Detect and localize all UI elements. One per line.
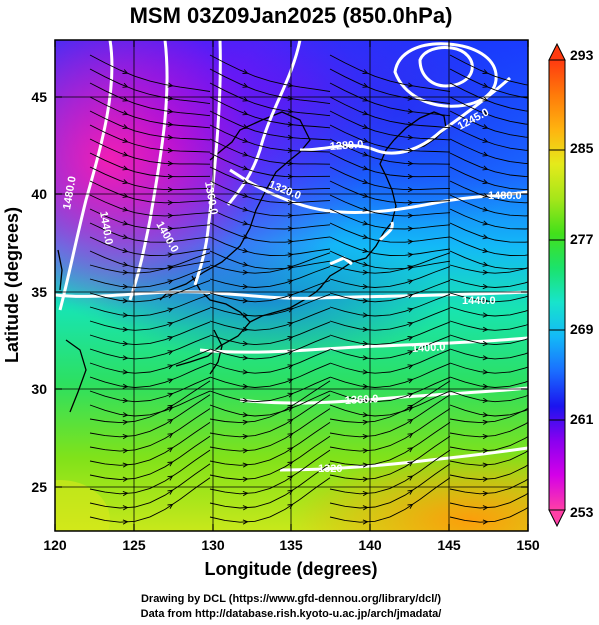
y-tick-label: 25 — [31, 479, 47, 495]
colorbar-tick-label: 293 — [570, 47, 594, 63]
x-tick-label: 120 — [43, 537, 67, 553]
contour-label: 1360.0 — [345, 393, 379, 407]
contour-label: 1320 — [318, 463, 342, 475]
height-contours — [55, 40, 528, 472]
credit-line-2: Data from http://database.rish.kyoto-u.a… — [141, 608, 442, 620]
grid-lines — [55, 40, 528, 531]
x-tick-label: 130 — [201, 537, 225, 553]
colorbar-max-triangle — [548, 42, 566, 61]
contour-label: 1280.0 — [329, 139, 363, 153]
colorbar-scale — [548, 59, 566, 511]
colorbar: 293 285 277 269 261 253 — [548, 42, 594, 528]
x-tick-label: 145 — [437, 537, 461, 553]
y-tick-label: 35 — [31, 284, 47, 300]
y-axis-label: Latitude (degrees) — [2, 207, 22, 363]
credit-line-1: Drawing by DCL (https://www.gfd-dennou.o… — [141, 593, 441, 605]
x-tick-label: 135 — [279, 537, 303, 553]
contour-label: 1440.0 — [97, 210, 115, 245]
y-tick-label: 30 — [31, 381, 47, 397]
y-tick-label: 40 — [31, 186, 47, 202]
x-tick-label: 125 — [122, 537, 146, 553]
x-axis-label: Longitude (degrees) — [204, 559, 377, 579]
colorbar-tick-label: 261 — [570, 411, 594, 427]
contour-label: 1480.0 — [61, 175, 79, 210]
colorbar-tick-label: 253 — [570, 504, 594, 520]
contour-label: 1360.0 — [202, 180, 220, 215]
colorbar-tick-label: 277 — [570, 231, 594, 247]
colorbar-min-triangle — [548, 509, 566, 528]
page-title: MSM 03Z09Jan2025 (850.0hPa) — [130, 3, 453, 28]
x-tick-label: 140 — [358, 537, 382, 553]
wind-streamlines — [89, 54, 528, 525]
temperature-field: 1280.0 1320.0 1360.0 1400.0 1440.0 1480.… — [55, 40, 528, 531]
colorbar-tick-label: 269 — [570, 321, 594, 337]
x-axis: 120 125 130 135 140 145 150 Longitude (d… — [43, 40, 540, 579]
x-tick-label: 150 — [516, 537, 540, 553]
contour-label: 1480.0 — [488, 190, 522, 202]
contour-label: 1400.0 — [412, 341, 446, 355]
contour-label: 1440.0 — [462, 295, 496, 307]
colorbar-tick-label: 285 — [570, 140, 594, 156]
y-axis: 25 30 35 40 45 Latitude (degrees) — [2, 89, 528, 495]
y-tick-label: 45 — [31, 89, 47, 105]
